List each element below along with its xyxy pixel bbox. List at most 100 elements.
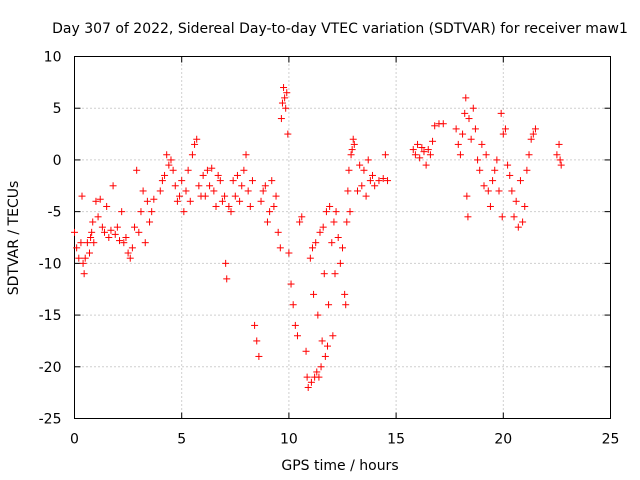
data-point [328, 239, 336, 247]
data-point [184, 166, 192, 174]
data-point [146, 218, 154, 226]
data-point [158, 177, 166, 185]
data-point [358, 182, 366, 190]
data-point [89, 218, 97, 226]
data-point [277, 115, 285, 123]
data-point [308, 244, 316, 252]
data-point [199, 171, 207, 179]
data-point [246, 202, 254, 210]
data-point [484, 187, 492, 195]
data-point [92, 197, 100, 205]
data-point [282, 104, 290, 112]
data-point [214, 171, 222, 179]
data-point [195, 182, 203, 190]
data-point [169, 166, 177, 174]
data-point [371, 182, 379, 190]
data-point [482, 151, 490, 159]
data-point [210, 187, 218, 195]
data-point [452, 125, 460, 133]
data-point [354, 187, 362, 195]
data-point [315, 373, 323, 381]
y-tick-label: -20 [39, 360, 62, 376]
data-point [109, 182, 117, 190]
data-point [283, 89, 291, 97]
data-point [268, 177, 276, 185]
data-point [489, 177, 497, 185]
data-point [491, 166, 499, 174]
data-point [208, 164, 216, 172]
data-point [143, 197, 151, 205]
data-point [276, 244, 284, 252]
data-point [284, 130, 292, 138]
x-tick-label: 5 [177, 432, 186, 448]
data-point [287, 280, 295, 288]
data-point [148, 208, 156, 216]
data-point [178, 177, 186, 185]
data-point [508, 187, 516, 195]
data-point [83, 239, 91, 247]
data-point [240, 166, 248, 174]
data-point [296, 218, 304, 226]
data-point [345, 166, 353, 174]
data-point [531, 125, 539, 133]
data-point [101, 228, 109, 236]
data-point [317, 363, 325, 371]
data-point [323, 342, 331, 350]
data-point [165, 161, 173, 169]
data-point [304, 383, 312, 391]
data-point [120, 239, 128, 247]
data-point [259, 187, 267, 195]
data-point [236, 197, 244, 205]
data-point [362, 192, 370, 200]
data-point [418, 144, 426, 152]
data-point [225, 202, 233, 210]
data-point [312, 239, 320, 247]
data-point [369, 171, 377, 179]
data-point [78, 192, 86, 200]
data-point [310, 290, 318, 298]
data-point [266, 208, 274, 216]
data-point [139, 187, 147, 195]
data-point [71, 228, 78, 236]
data-point [289, 301, 297, 309]
y-tick-label: 5 [53, 101, 62, 117]
y-tick-label: -25 [39, 412, 62, 428]
data-point [285, 249, 293, 257]
y-tick-label: -15 [39, 308, 62, 324]
data-point [171, 182, 179, 190]
data-point [469, 104, 477, 112]
data-point [409, 146, 417, 154]
data-point [330, 218, 338, 226]
data-point [90, 239, 98, 247]
x-axis-label: GPS time / hours [281, 458, 398, 474]
data-point [314, 311, 322, 319]
data-point [336, 259, 344, 267]
data-point [103, 202, 111, 210]
data-point [255, 352, 263, 360]
chart-title: Day 307 of 2022, Sidereal Day-to-day VTE… [52, 21, 628, 37]
plot-frame [74, 56, 611, 419]
data-point [348, 146, 356, 154]
data-point [272, 192, 280, 200]
data-point [135, 228, 143, 236]
data-point [313, 368, 321, 376]
data-point [499, 130, 507, 138]
data-point [454, 140, 462, 148]
y-tick-label: 0 [53, 153, 62, 169]
data-point [201, 192, 209, 200]
data-point [504, 161, 512, 169]
data-point [347, 151, 355, 159]
data-point [212, 202, 220, 210]
data-point [346, 208, 354, 216]
data-point [322, 208, 330, 216]
data-point [73, 244, 81, 252]
data-point [529, 130, 537, 138]
data-point [414, 140, 422, 148]
data-point [329, 332, 337, 340]
y-tick-label: -5 [48, 205, 62, 221]
data-point [298, 213, 306, 221]
data-point [557, 161, 565, 169]
data-point [122, 234, 130, 241]
data-point [461, 109, 469, 117]
